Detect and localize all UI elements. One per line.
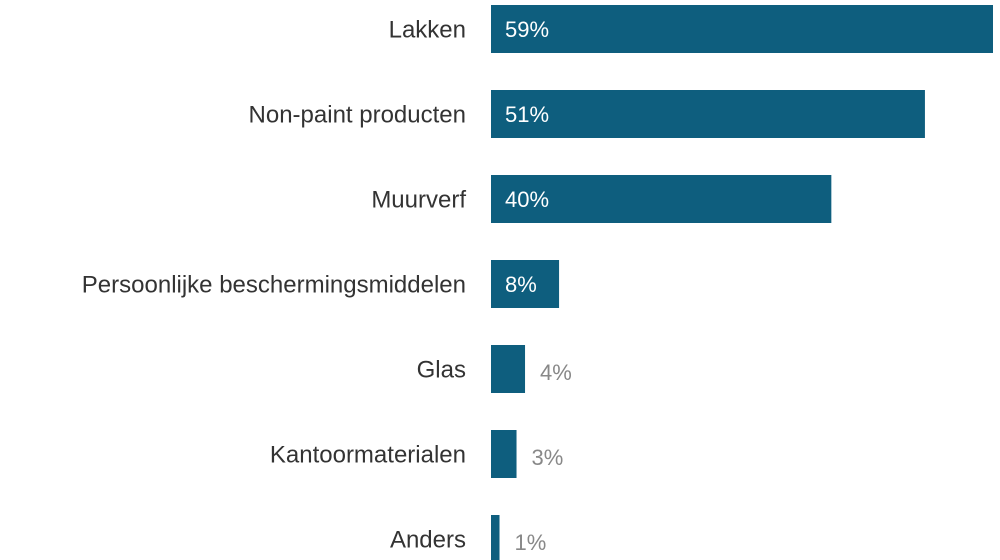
bar — [491, 90, 925, 138]
bar — [491, 345, 526, 393]
category-label: Persoonlijke beschermingsmiddelen — [82, 271, 466, 298]
category-label: Anders — [390, 526, 466, 553]
category-label: Glas — [417, 356, 466, 383]
bar — [491, 175, 832, 223]
value-label: 59% — [505, 17, 549, 42]
bar — [491, 515, 500, 560]
bar — [491, 5, 993, 53]
category-label: Kantoormaterialen — [270, 441, 466, 468]
value-label: 40% — [505, 187, 549, 212]
category-label: Muurverf — [371, 186, 466, 213]
category-label: Non-paint producten — [249, 101, 466, 128]
value-label: 8% — [505, 272, 537, 297]
category-label: Lakken — [389, 16, 466, 43]
bar — [491, 430, 517, 478]
value-label: 4% — [540, 360, 572, 385]
value-label: 51% — [505, 102, 549, 127]
value-label: 3% — [532, 445, 564, 470]
bar — [491, 260, 560, 308]
value-label: 1% — [515, 530, 547, 555]
